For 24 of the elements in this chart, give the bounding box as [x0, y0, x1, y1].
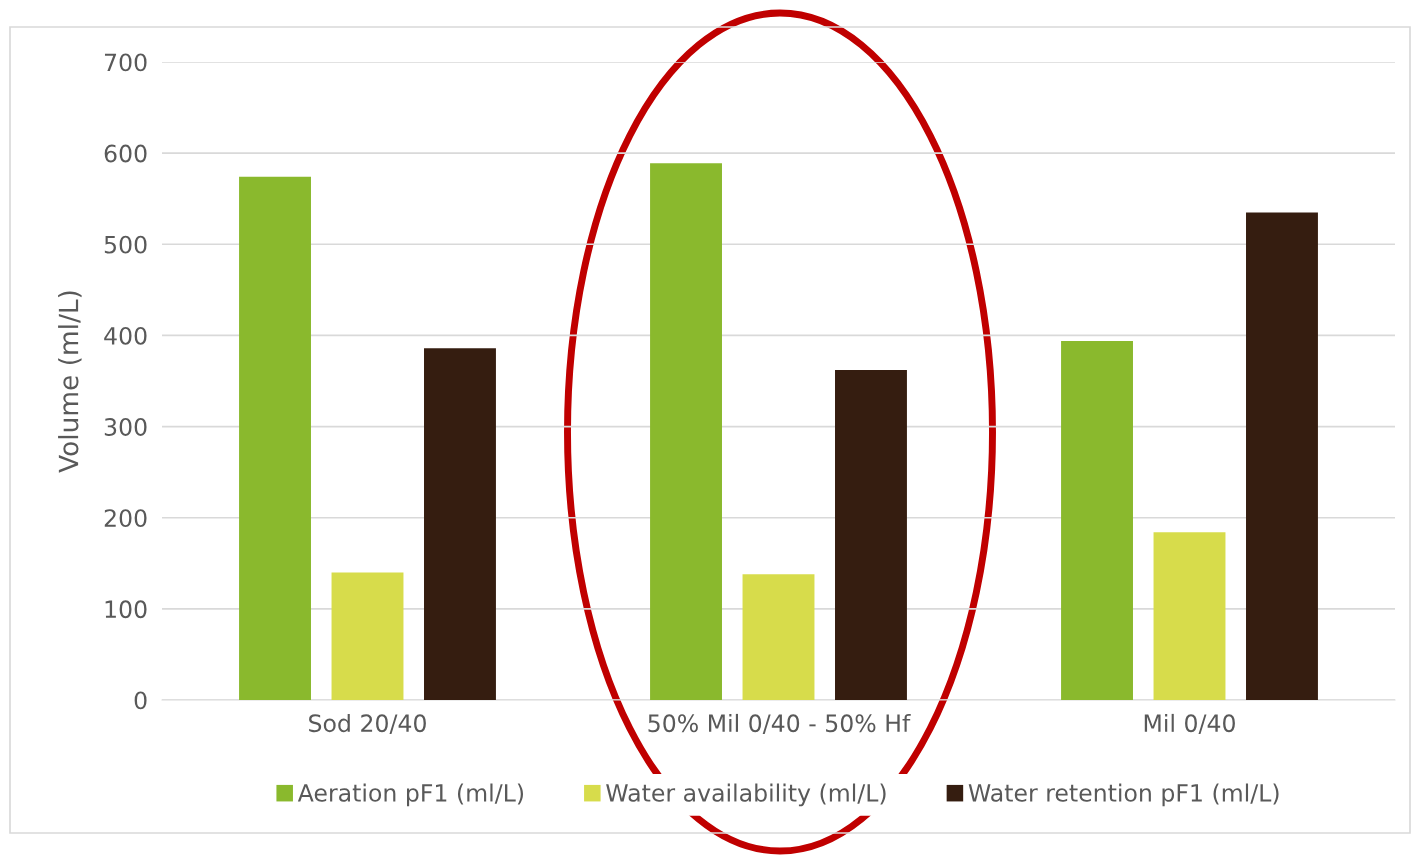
bar	[331, 572, 404, 700]
y-tick-label: 300	[104, 418, 147, 436]
legend-label: Aeration pF1 (ml/L)	[297, 783, 524, 807]
x-tick-label: Mil 0/40	[1144, 713, 1235, 735]
y-tick-label: 100	[105, 600, 147, 619]
bar	[1061, 340, 1133, 700]
y-tick-label: 500	[104, 235, 147, 254]
y-tick-label: 200	[104, 509, 147, 528]
y-tick-label: 600	[104, 144, 147, 163]
legend-label: Water retention pF1 (ml/L)	[968, 783, 1279, 807]
bar	[1246, 212, 1318, 700]
bar	[1153, 532, 1226, 700]
y-tick-label: 400	[104, 326, 147, 345]
bar	[424, 348, 496, 700]
bar	[742, 574, 815, 700]
legend-label: Water availability (ml/L)	[606, 783, 886, 807]
y-axis-title: Volume (ml/L)	[58, 291, 82, 473]
y-tick-label: 700	[104, 53, 147, 72]
y-tick-label: 0	[134, 691, 147, 710]
bar	[835, 370, 907, 700]
x-tick-label: 50% Mil 0/40 - 50% Hf	[648, 713, 911, 735]
x-tick-label: Sod 20/40	[309, 713, 426, 735]
bar	[239, 176, 311, 700]
bar	[650, 163, 722, 700]
